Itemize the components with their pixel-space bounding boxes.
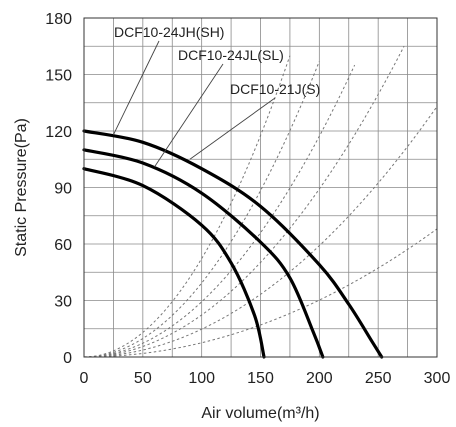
annotation-leader	[113, 40, 160, 135]
curve-label: DCF10-24JH(SH)	[114, 24, 224, 40]
x-tick-label: 300	[424, 370, 451, 387]
y-tick-label: 180	[45, 11, 72, 28]
x-axis-label: Air volume(m³/h)	[201, 405, 319, 422]
x-tick-label: 100	[188, 370, 215, 387]
x-tick-label: 0	[80, 370, 89, 387]
system-curve	[83, 55, 291, 358]
x-tick-label: 50	[134, 370, 152, 387]
y-tick-label: 0	[63, 350, 72, 367]
fan-curves	[82, 129, 384, 359]
x-tick-label: 200	[306, 370, 333, 387]
system-curve	[83, 46, 405, 358]
system-curve	[83, 228, 438, 358]
annotation-leader	[189, 97, 276, 160]
x-tick-label: 250	[365, 370, 392, 387]
curve-label: DCF10-24JL(SL)	[178, 47, 284, 63]
annotation-leader	[154, 63, 224, 168]
system-curve	[83, 64, 356, 358]
fan-curve-2	[82, 148, 325, 359]
tick-labels: 0 50 100 150 200 250 300 0 30 60 90 120 150 180	[45, 11, 450, 387]
plot-frame	[83, 17, 438, 358]
y-tick-label: 30	[54, 294, 72, 311]
fan-curve-3	[82, 167, 266, 359]
system-curves	[83, 46, 438, 358]
y-tick-label: 150	[45, 68, 72, 85]
y-tick-label: 60	[54, 237, 72, 254]
grid	[84, 18, 437, 357]
fan-curve-1	[82, 129, 384, 359]
curve-label: DCF10-21J(S)	[230, 81, 320, 97]
y-tick-label: 120	[45, 124, 72, 141]
y-tick-label: 90	[54, 181, 72, 198]
curve-annotations: DCF10-24JH(SH) DCF10-24JL(SL) DCF10-21J(S)	[113, 24, 320, 168]
system-curve	[83, 61, 320, 358]
system-curve	[83, 106, 438, 358]
y-axis-label: Static Pressure(Pa)	[13, 118, 30, 257]
x-tick-label: 150	[247, 370, 274, 387]
